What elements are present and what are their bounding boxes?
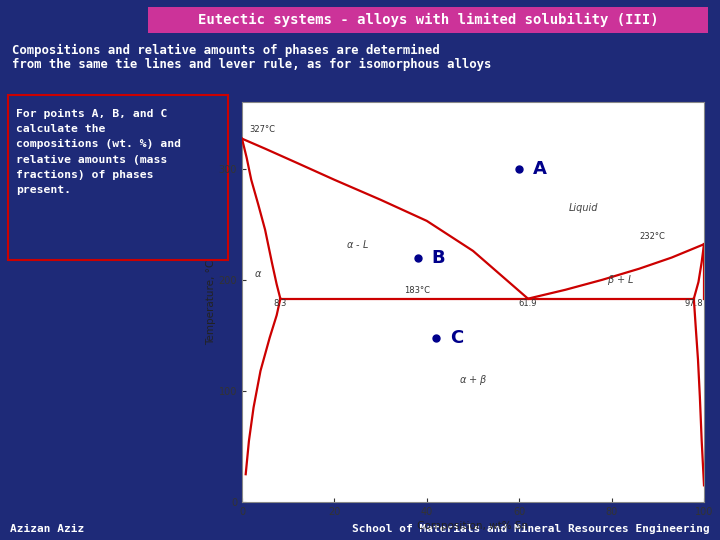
Text: For points A, B, and C
calculate the
compositions (wt. %) and
relative amounts (: For points A, B, and C calculate the com… — [16, 109, 181, 195]
Text: Eutectic systems - alloys with limited solubility (III): Eutectic systems - alloys with limited s… — [198, 13, 658, 27]
Text: $\alpha$ + $\beta$: $\alpha$ + $\beta$ — [459, 373, 487, 387]
Text: School of Materials and Mineral Resources Engineering: School of Materials and Mineral Resource… — [352, 524, 710, 534]
Text: 327°C: 327°C — [249, 125, 275, 134]
Text: Azizan Aziz: Azizan Aziz — [10, 524, 84, 534]
Y-axis label: Temperature, °C: Temperature, °C — [206, 259, 216, 345]
Text: 183°C: 183°C — [404, 286, 430, 295]
Text: $\beta$ + L: $\beta$ + L — [607, 273, 634, 287]
Text: from the same tie lines and lever rule, as for isomorphous alloys: from the same tie lines and lever rule, … — [12, 57, 491, 71]
Text: $\alpha$ - L: $\alpha$ - L — [346, 238, 369, 250]
X-axis label: Composition, wt% Sn: Composition, wt% Sn — [418, 521, 528, 531]
Text: Compositions and relative amounts of phases are determined: Compositions and relative amounts of pha… — [12, 43, 440, 57]
Text: C: C — [450, 328, 463, 347]
Text: $\alpha$: $\alpha$ — [254, 269, 262, 279]
Text: 8.3: 8.3 — [274, 300, 287, 308]
FancyBboxPatch shape — [8, 95, 228, 260]
Text: 61.9: 61.9 — [518, 300, 537, 308]
Text: Liquid: Liquid — [569, 202, 598, 213]
Text: B: B — [431, 248, 445, 267]
Text: 97.8: 97.8 — [685, 300, 703, 308]
FancyBboxPatch shape — [148, 7, 708, 33]
Text: A: A — [533, 160, 547, 178]
Text: 232°C: 232°C — [639, 232, 665, 241]
